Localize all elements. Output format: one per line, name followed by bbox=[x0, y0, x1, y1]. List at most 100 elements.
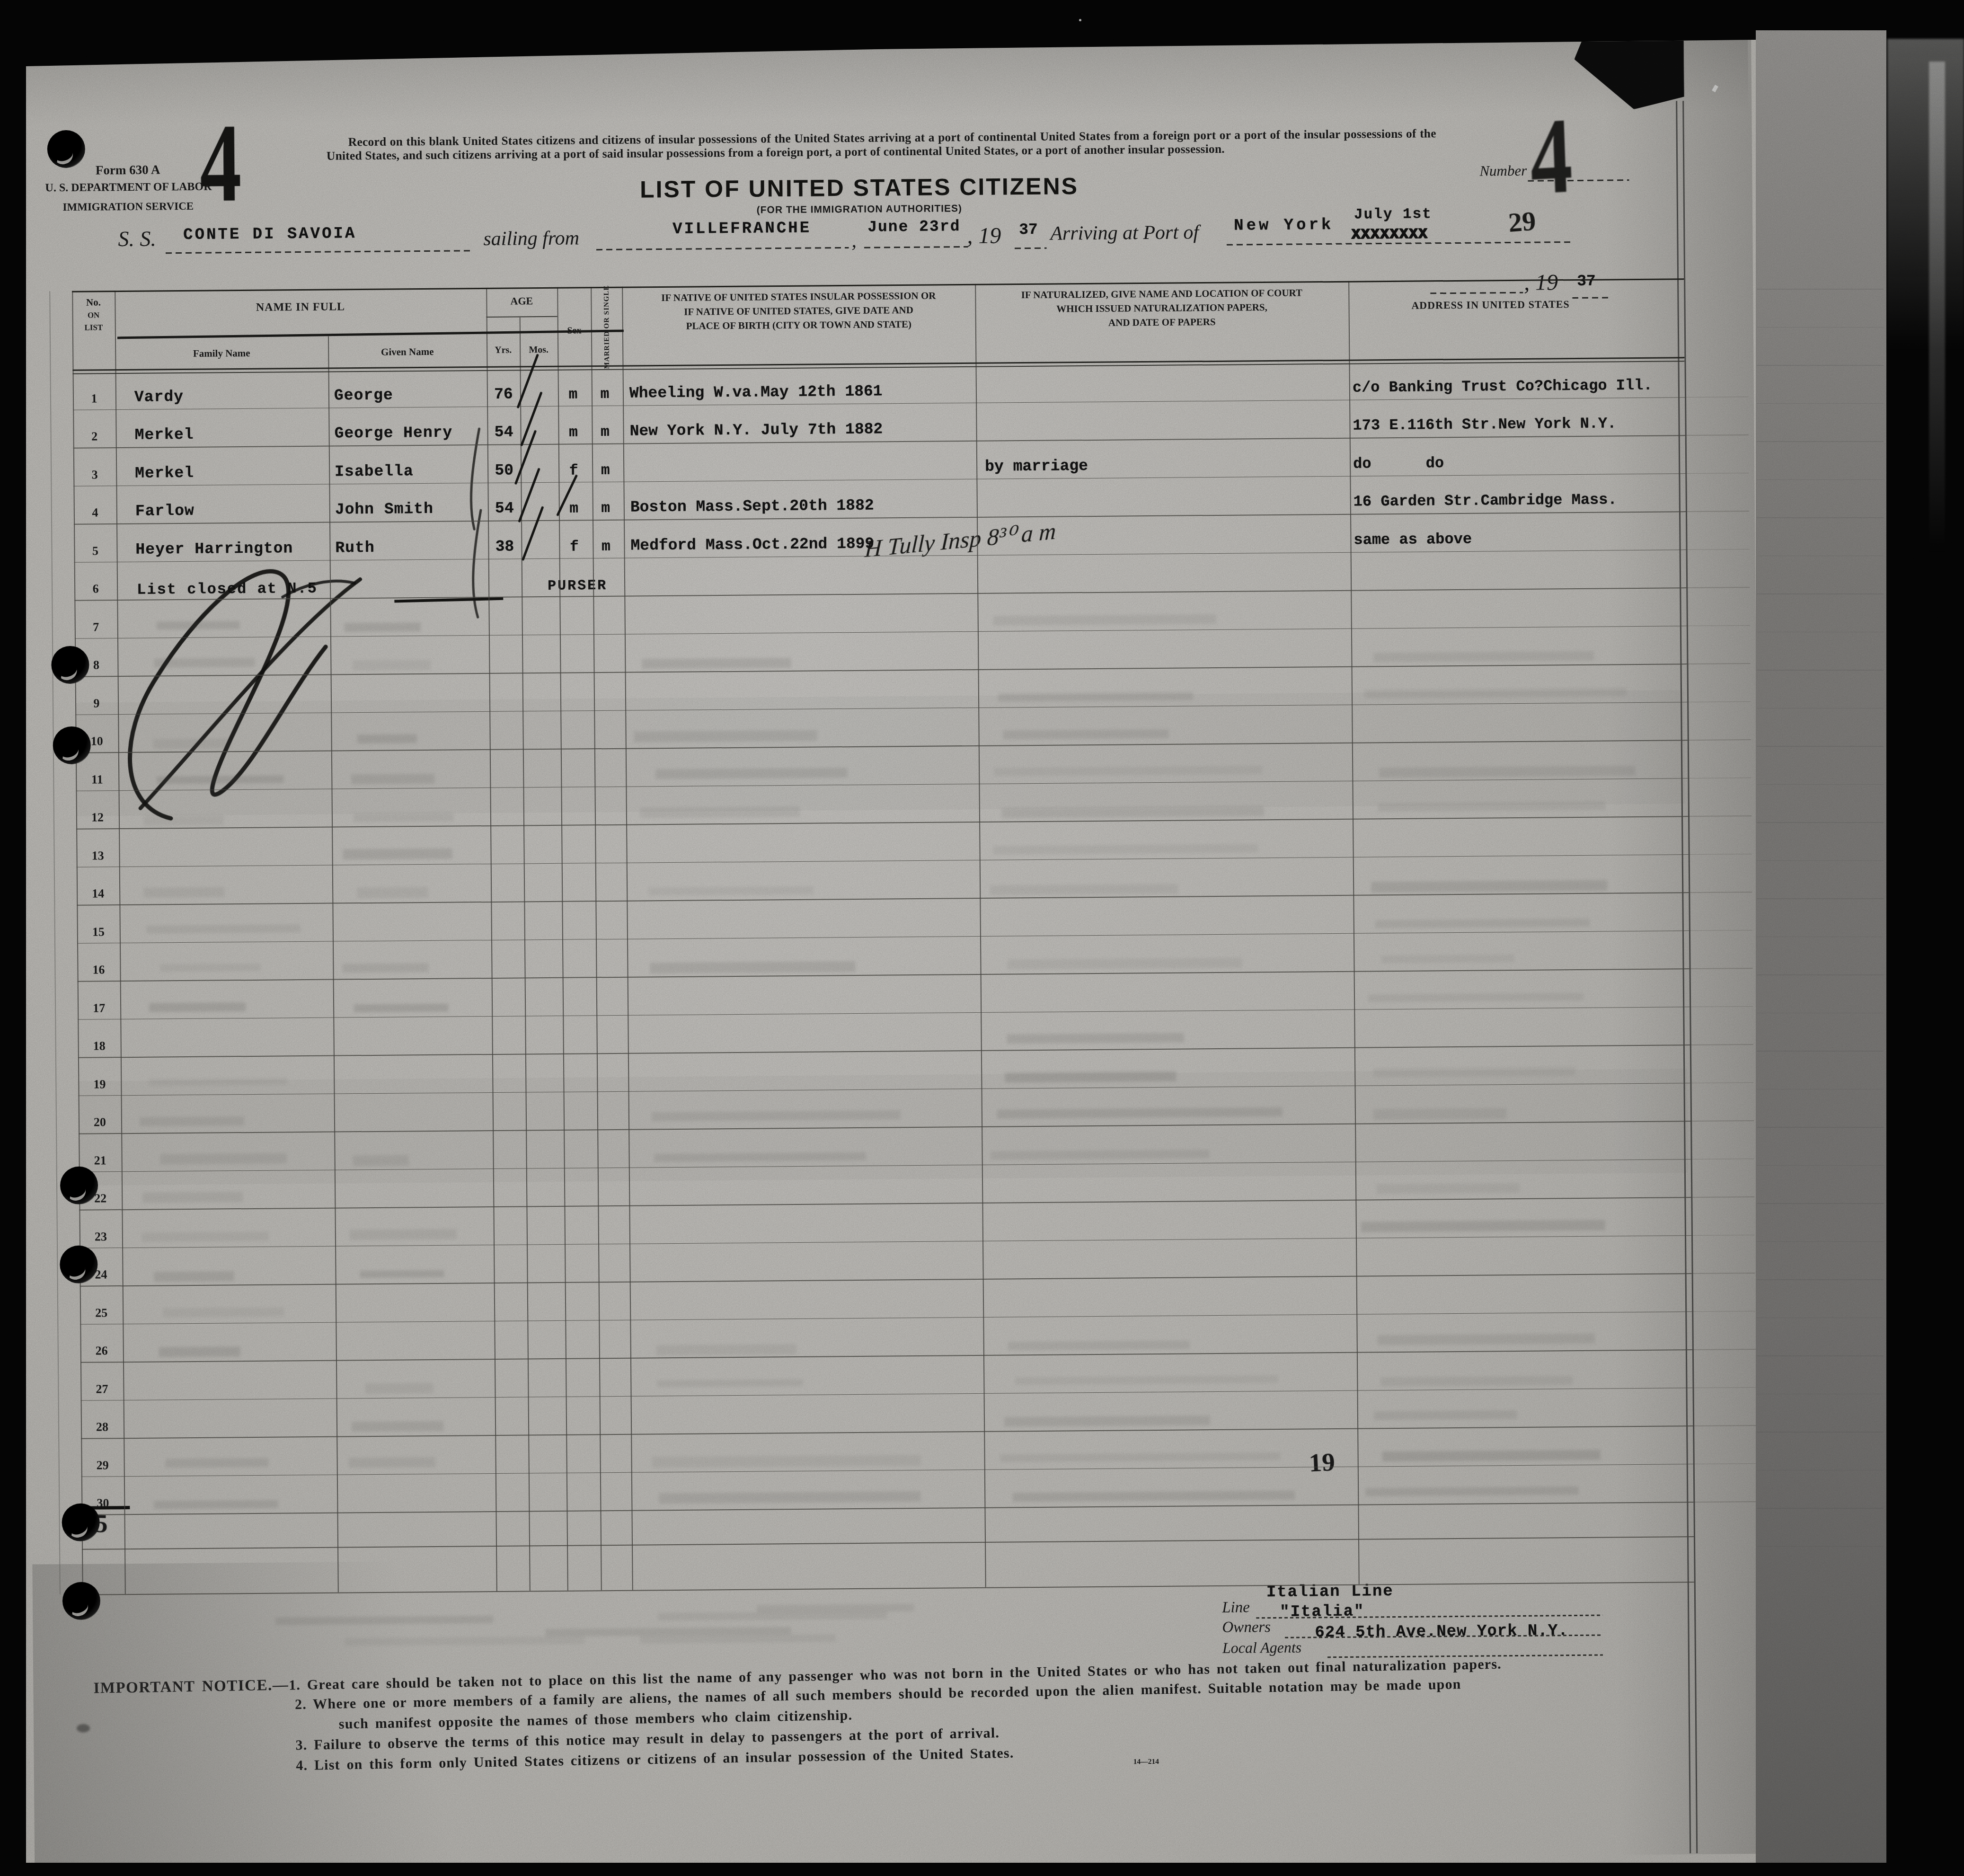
punch-hole bbox=[51, 646, 89, 684]
punch-hole bbox=[47, 130, 86, 168]
adjacent-page-line bbox=[1757, 517, 1884, 518]
bleed-through-mark bbox=[655, 1152, 866, 1162]
cell-married: m bbox=[590, 385, 620, 402]
row-number: 13 bbox=[83, 849, 112, 863]
cell-family-name: Heyer Harrington bbox=[135, 540, 293, 558]
cell-sex: m bbox=[558, 424, 588, 440]
row-number: 29 bbox=[88, 1458, 117, 1472]
cell-age-yrs: 54 bbox=[488, 499, 521, 517]
local-agents-value: 624 5th Ave.New York N.Y. bbox=[1315, 1621, 1568, 1641]
notice-label: IMPORTANT NOTICE.— bbox=[93, 1676, 289, 1696]
adjacent-page-line bbox=[1757, 860, 1884, 861]
row-number: 16 bbox=[84, 963, 113, 977]
punch-hole-glint bbox=[66, 1517, 90, 1540]
cell-address: 16 Garden Str.Cambridge Mass. bbox=[1354, 491, 1617, 510]
bleed-through-mark bbox=[157, 621, 240, 630]
bleed-through-mark bbox=[1361, 1220, 1605, 1232]
adjacent-page-line bbox=[1757, 327, 1884, 328]
adjacent-page-line bbox=[1757, 1279, 1884, 1280]
bleed-through-mark bbox=[140, 1116, 244, 1126]
adjacent-page-line bbox=[1757, 593, 1884, 594]
bleed-through-mark bbox=[149, 1078, 287, 1086]
bleed-through-mark bbox=[357, 887, 428, 898]
bleed-through-mark bbox=[993, 614, 1216, 625]
adjacent-page-line bbox=[1757, 898, 1884, 899]
adjacent-page-line bbox=[1757, 1318, 1884, 1319]
punch-hole-glint bbox=[55, 659, 80, 682]
row-number: 6 bbox=[81, 582, 110, 596]
bleed-through-mark bbox=[354, 813, 453, 822]
row-number: 25 bbox=[87, 1306, 115, 1320]
punch-hole-glint bbox=[57, 740, 81, 763]
punch-hole-glint bbox=[64, 1180, 88, 1203]
bleed-through-mark bbox=[1382, 1450, 1600, 1461]
punch-hole-glint bbox=[66, 1595, 90, 1619]
punch-hole bbox=[60, 1246, 98, 1284]
bleed-through-mark bbox=[1005, 1071, 1176, 1083]
bleed-through-mark bbox=[157, 776, 283, 784]
bleed-through-mark bbox=[659, 1491, 921, 1503]
cell-age-yrs: 38 bbox=[488, 538, 521, 556]
cell-address: same as above bbox=[1354, 530, 1472, 549]
adjacent-page-line bbox=[1757, 1546, 1884, 1547]
form-print-code: 14—214 bbox=[1133, 1757, 1159, 1766]
adjacent-page-line bbox=[1757, 1432, 1884, 1433]
owners-value: "Italia" bbox=[1280, 1602, 1365, 1621]
scanned-manifest-page: { "header": { "form_code": "Form 630 A",… bbox=[0, 0, 1964, 1876]
bleed-through-mark bbox=[1373, 1067, 1575, 1078]
cell-given-name: George bbox=[334, 386, 393, 404]
bleed-through-mark bbox=[991, 1150, 1209, 1159]
row-number: 3 bbox=[80, 468, 109, 482]
cell-age-yrs: 50 bbox=[488, 461, 520, 479]
adjacent-page-line bbox=[1757, 1470, 1884, 1471]
cell-age-yrs: 54 bbox=[487, 423, 520, 441]
cell-married: m bbox=[591, 538, 621, 555]
bleed-through-mark bbox=[640, 1635, 835, 1644]
row-number: 2 bbox=[80, 429, 109, 443]
bleed-through-mark bbox=[1371, 880, 1608, 893]
row-number: 12 bbox=[83, 810, 112, 824]
row-number: 26 bbox=[88, 1344, 116, 1358]
bleed-through-mark bbox=[1365, 1487, 1578, 1496]
cell-address: c/o Banking Trust Co?Chicago Ill. bbox=[1353, 376, 1653, 396]
adjacent-page-line bbox=[1757, 1127, 1884, 1128]
adjacent-page-line bbox=[1757, 708, 1884, 709]
adjacent-page-line bbox=[1757, 746, 1884, 747]
bleed-through-mark bbox=[144, 815, 224, 825]
cell-age-yrs: 76 bbox=[487, 385, 520, 403]
adjacent-page-line bbox=[1757, 784, 1884, 785]
bleed-through-mark bbox=[353, 660, 431, 671]
bleed-through-mark bbox=[345, 622, 421, 632]
bleed-through-mark bbox=[652, 1455, 921, 1468]
adjacent-page-line bbox=[1757, 1203, 1884, 1204]
bleed-through-mark bbox=[154, 1500, 278, 1509]
bleed-through-mark bbox=[1374, 1410, 1517, 1420]
adjacent-page-line bbox=[1757, 1394, 1884, 1395]
film-speck bbox=[1079, 19, 1081, 21]
punch-hole-glint bbox=[64, 1259, 88, 1282]
bleed-through-mark bbox=[154, 1271, 234, 1282]
bleed-through-mark bbox=[160, 1153, 287, 1165]
row-number: 27 bbox=[88, 1382, 116, 1396]
cell-sex: f bbox=[559, 538, 589, 555]
cell-given-name: John Smith bbox=[335, 500, 433, 519]
bleed-through-mark bbox=[357, 734, 417, 744]
cell-married: m bbox=[590, 424, 620, 441]
bleed-through-mark bbox=[149, 1003, 246, 1013]
adjacent-page-line bbox=[1757, 974, 1884, 975]
adjacent-page-line bbox=[1757, 403, 1884, 404]
bleed-through-mark bbox=[1375, 919, 1590, 929]
cell-naturalization: by marriage bbox=[985, 457, 1088, 476]
bleed-through-mark bbox=[655, 768, 848, 779]
punch-hole bbox=[62, 1582, 101, 1620]
pen-stroke bbox=[470, 429, 480, 529]
bleed-through-mark bbox=[143, 887, 224, 898]
bleed-through-mark bbox=[143, 1192, 243, 1203]
bleed-through-mark bbox=[1004, 1416, 1210, 1427]
bleed-through-mark bbox=[343, 963, 429, 973]
row-number: 11 bbox=[83, 772, 111, 787]
row-number: 1 bbox=[80, 391, 108, 406]
line-label: Line bbox=[1222, 1598, 1250, 1616]
bleed-through-mark bbox=[1380, 766, 1635, 778]
bleed-through-mark bbox=[657, 1379, 803, 1387]
